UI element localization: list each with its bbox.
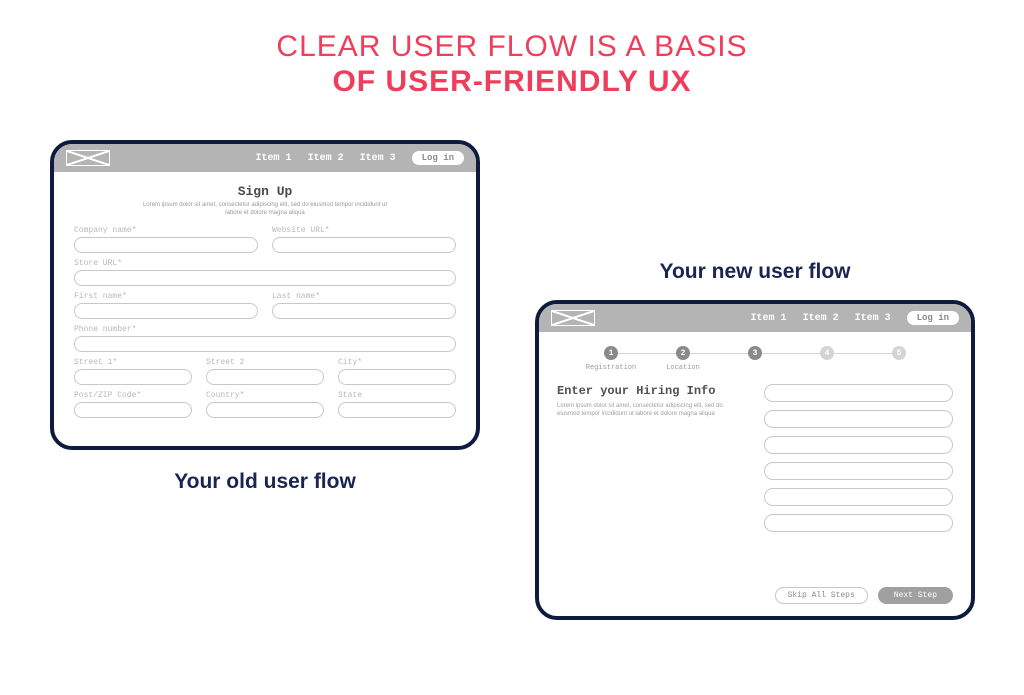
nav-item[interactable]: Item 3: [855, 313, 891, 324]
input-street2[interactable]: [206, 369, 324, 385]
step-dot: 4: [820, 346, 834, 360]
label-first: First name*: [74, 292, 258, 301]
login-button[interactable]: Log in: [907, 311, 959, 325]
old-flow-mockup: Item 1 Item 2 Item 3 Log in Sign Up Lore…: [50, 140, 480, 450]
input-zip[interactable]: [74, 402, 192, 418]
headline-line-2: OF USER-FRIENDLY UX: [0, 65, 1024, 100]
wizard-input[interactable]: [764, 462, 953, 480]
label-zip: Post/ZIP Code*: [74, 391, 192, 400]
old-flow-caption: Your old user flow: [50, 470, 480, 494]
nav-item[interactable]: Item 3: [360, 153, 396, 164]
label-city: City*: [338, 358, 456, 367]
step-label: Registration: [586, 364, 636, 372]
next-step-button[interactable]: Next Step: [878, 587, 953, 604]
label-website: Website URL*: [272, 226, 456, 235]
skip-all-button[interactable]: Skip All Steps: [775, 587, 868, 604]
logo-placeholder-icon: [66, 150, 110, 166]
new-body: 1 Registration 2 Location 3 4 5: [539, 332, 971, 616]
step-5[interactable]: 5: [863, 346, 935, 364]
new-left-panel: Enter your Hiring Info Lorem ipsum dolor…: [557, 384, 746, 532]
label-phone: Phone number*: [74, 325, 456, 334]
old-mockup-header: Item 1 Item 2 Item 3 Log in: [54, 144, 476, 172]
step-dot: 3: [748, 346, 762, 360]
new-flow-mockup: Item 1 Item 2 Item 3 Log in 1 Registrati…: [535, 300, 975, 620]
input-store[interactable]: [74, 270, 456, 286]
input-company[interactable]: [74, 237, 258, 253]
step-dot: 5: [892, 346, 906, 360]
new-right-panel: [764, 384, 953, 532]
step-dot: 2: [676, 346, 690, 360]
label-store: Store URL*: [74, 259, 456, 268]
old-nav: Item 1 Item 2 Item 3 Log in: [256, 151, 464, 165]
new-subtitle: Lorem ipsum dolor sit amet, consectetur …: [557, 402, 727, 419]
new-heading: Enter your Hiring Info: [557, 384, 746, 398]
input-country[interactable]: [206, 402, 324, 418]
wizard-input[interactable]: [764, 488, 953, 506]
new-content: Enter your Hiring Info Lorem ipsum dolor…: [557, 384, 953, 532]
nav-item[interactable]: Item 2: [308, 153, 344, 164]
step-label: Location: [666, 364, 700, 372]
nav-item[interactable]: Item 1: [751, 313, 787, 324]
stepper: 1 Registration 2 Location 3 4 5: [557, 346, 953, 372]
login-button[interactable]: Log in: [412, 151, 464, 165]
headline-line-1: CLEAR USER FLOW IS A BASIS: [0, 30, 1024, 65]
label-country: Country*: [206, 391, 324, 400]
input-city[interactable]: [338, 369, 456, 385]
label-company: Company name*: [74, 226, 258, 235]
nav-item[interactable]: Item 1: [256, 153, 292, 164]
new-flow-caption: Your new user flow: [535, 260, 975, 284]
headline: CLEAR USER FLOW IS A BASIS OF USER-FRIEN…: [0, 0, 1024, 99]
input-website[interactable]: [272, 237, 456, 253]
logo-placeholder-icon: [551, 310, 595, 326]
form-subtitle: Lorem ipsum dolor sit amet, consectetur …: [135, 202, 395, 218]
nav-item[interactable]: Item 2: [803, 313, 839, 324]
wizard-input[interactable]: [764, 514, 953, 532]
old-form: Sign Up Lorem ipsum dolor sit amet, cons…: [54, 172, 476, 436]
step-3[interactable]: 3: [719, 346, 791, 364]
label-street2: Street 2: [206, 358, 324, 367]
wizard-footer: Skip All Steps Next Step: [775, 587, 953, 604]
step-2[interactable]: 2 Location: [647, 346, 719, 372]
input-last[interactable]: [272, 303, 456, 319]
input-state[interactable]: [338, 402, 456, 418]
input-street1[interactable]: [74, 369, 192, 385]
step-4[interactable]: 4: [791, 346, 863, 364]
form-title: Sign Up: [74, 184, 456, 199]
input-phone[interactable]: [74, 336, 456, 352]
label-street1: Street 1*: [74, 358, 192, 367]
wizard-input[interactable]: [764, 410, 953, 428]
new-mockup-header: Item 1 Item 2 Item 3 Log in: [539, 304, 971, 332]
step-dot: 1: [604, 346, 618, 360]
wizard-input[interactable]: [764, 436, 953, 454]
input-first[interactable]: [74, 303, 258, 319]
label-state: State: [338, 391, 456, 400]
wizard-input[interactable]: [764, 384, 953, 402]
label-last: Last name*: [272, 292, 456, 301]
step-1[interactable]: 1 Registration: [575, 346, 647, 372]
new-nav: Item 1 Item 2 Item 3 Log in: [751, 311, 959, 325]
